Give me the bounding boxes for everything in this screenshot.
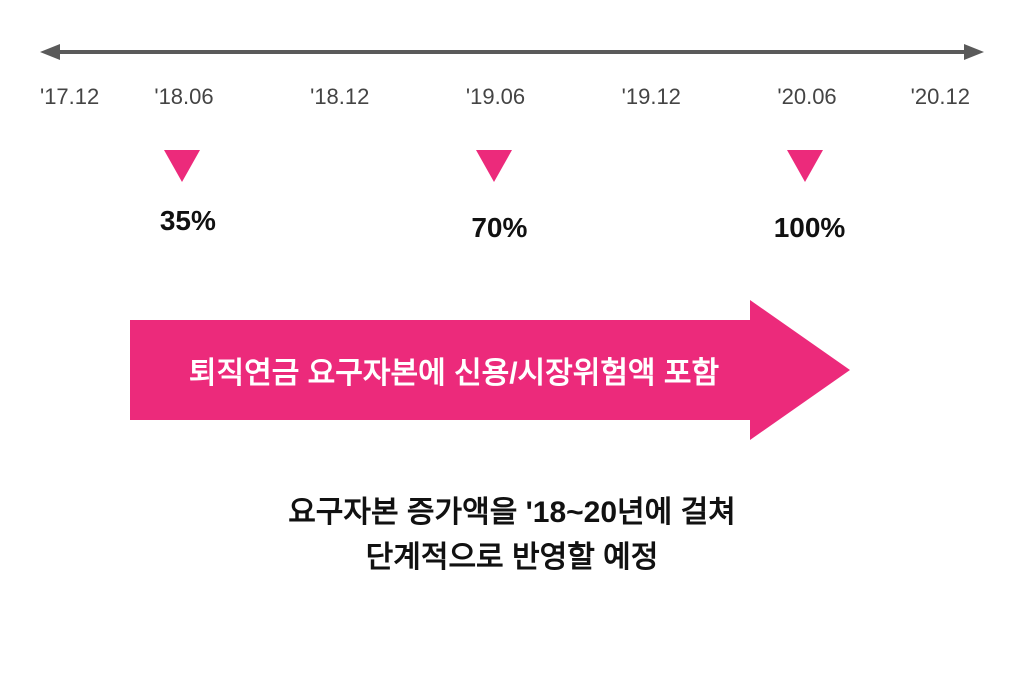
tick-label: '20.12	[911, 84, 970, 110]
footer-line-2: 단계적으로 반영할 예정	[0, 535, 1024, 580]
footer-line-1: 요구자본 증가액을 '18~20년에 걸쳐	[0, 490, 1024, 535]
big-arrow: 퇴직연금 요구자본에 신용/시장위험액 포함	[130, 310, 850, 430]
tick-label: '18.06	[154, 84, 213, 110]
footer-text: 요구자본 증가액을 '18~20년에 걸쳐 단계적으로 반영할 예정	[0, 490, 1024, 580]
axis-arrow-left	[40, 44, 60, 60]
marker-label: 100%	[774, 212, 846, 244]
diagram-container: '17.12 '18.06 '18.12 '19.06 '19.12 '20.0…	[0, 0, 1024, 683]
marker-label: 70%	[471, 212, 527, 244]
arrow-text: 퇴직연금 요구자본에 신용/시장위험액 포함	[189, 348, 719, 392]
marker-label: 35%	[160, 205, 216, 237]
axis-arrow-right	[964, 44, 984, 60]
tick-label: '17.12	[40, 84, 99, 110]
arrow-body: 퇴직연금 요구자본에 신용/시장위험액 포함	[130, 310, 850, 430]
tick-label: '19.12	[622, 84, 681, 110]
tick-label: '20.06	[777, 84, 836, 110]
axis-line	[40, 50, 984, 54]
marker-triangle-icon	[164, 150, 200, 182]
tick-label: '19.06	[466, 84, 525, 110]
tick-label: '18.12	[310, 84, 369, 110]
marker-triangle-icon	[476, 150, 512, 182]
timeline-axis: '17.12 '18.06 '18.12 '19.06 '19.12 '20.0…	[40, 50, 984, 54]
marker-triangle-icon	[787, 150, 823, 182]
